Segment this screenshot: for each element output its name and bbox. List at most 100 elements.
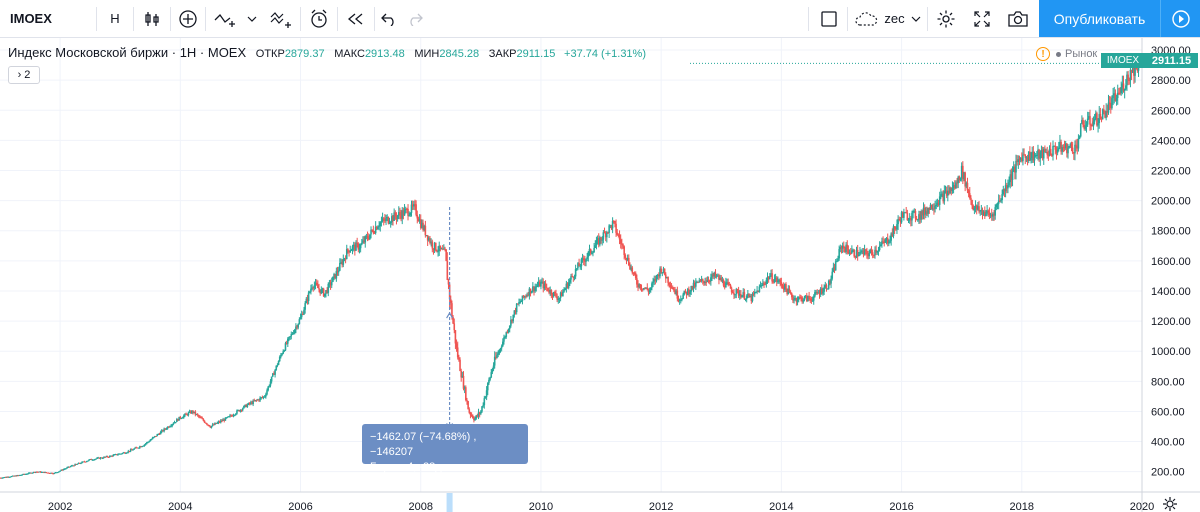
y-tick-label: 2400.00 (1151, 135, 1191, 147)
undo-button[interactable] (376, 0, 402, 37)
candle-body (758, 286, 761, 293)
candle-body (1010, 174, 1013, 180)
candle-body (786, 289, 788, 295)
cloud-save-button[interactable]: zec (850, 0, 925, 37)
candle-body (1007, 185, 1009, 189)
candle-body (748, 293, 750, 298)
candle-body (164, 428, 167, 430)
candle-body (646, 287, 649, 290)
candle-body (355, 242, 357, 251)
low-value: 2845.28 (439, 48, 480, 60)
candle-body (141, 446, 143, 448)
interval-button[interactable]: Н (98, 0, 132, 37)
candle-body (566, 283, 569, 288)
candle-body (1057, 147, 1060, 150)
candle-body (743, 292, 746, 300)
candle-body (812, 296, 815, 301)
settings-button[interactable] (929, 0, 963, 37)
legend-collapse-button[interactable]: › 2 (8, 66, 40, 84)
candle-body (910, 218, 912, 221)
price-chart[interactable]: 200.00 400.00 600.00 800.00 1000.00 1200.00 14… (0, 38, 1200, 512)
candle-body (127, 450, 130, 453)
candle-body (588, 248, 591, 252)
candle-body (228, 416, 230, 418)
candle-body (481, 406, 483, 412)
market-status[interactable]: ! Рынок (1036, 47, 1097, 61)
candle-body (1056, 149, 1059, 153)
compare-button[interactable] (172, 0, 204, 37)
candle-body (52, 473, 54, 475)
candle-body (465, 387, 467, 401)
candle-body (912, 211, 914, 213)
candle-body (236, 410, 238, 414)
candle-body (1039, 152, 1042, 159)
candle-body (1046, 152, 1049, 155)
chart-style-button[interactable] (135, 0, 169, 37)
y-tick-label: 1000.00 (1151, 346, 1191, 358)
candle-body (293, 329, 296, 334)
redo-button[interactable] (402, 0, 428, 37)
candle-body (647, 289, 650, 293)
candle-body (439, 245, 442, 249)
candle-body (796, 300, 799, 302)
snapshot-button[interactable] (1001, 0, 1035, 37)
candle-body (392, 216, 394, 221)
candle-body (470, 414, 473, 416)
candle-body (664, 274, 667, 279)
candle-body (213, 424, 215, 426)
candle-body (276, 364, 279, 366)
candle-body (444, 248, 446, 250)
candle-body (522, 295, 525, 298)
candle-body (119, 453, 122, 455)
candle-body (1092, 121, 1095, 127)
candle-body (928, 207, 931, 210)
candle-body (356, 242, 358, 244)
candle-body (95, 458, 97, 460)
alert-button[interactable] (302, 0, 336, 37)
x-tick-label: 2004 (168, 501, 192, 512)
candle-body (1040, 149, 1043, 153)
candle-body (84, 461, 87, 463)
candle-body (410, 204, 413, 213)
candle-body (575, 268, 578, 270)
candle-body (710, 277, 712, 282)
templates-button[interactable] (263, 0, 299, 37)
candle-body (245, 404, 248, 408)
candle-body (610, 225, 613, 229)
fullscreen-layout-button[interactable] (812, 0, 846, 37)
replay-button[interactable] (339, 0, 373, 37)
candle-body (423, 225, 426, 230)
candle-body (959, 178, 962, 181)
candle-body (1049, 148, 1052, 155)
toolbar-separator (847, 7, 848, 31)
candle-body (126, 452, 128, 454)
fullscreen-button[interactable] (965, 0, 999, 37)
candle-body (596, 238, 599, 241)
indicators-dropdown[interactable] (243, 0, 261, 37)
candle-body (216, 422, 219, 424)
indicators-button[interactable] (207, 0, 243, 37)
candle-body (477, 412, 480, 417)
candle-body (883, 241, 886, 243)
candle-body (753, 292, 756, 295)
candle-body (296, 326, 298, 328)
candle-body (1062, 146, 1065, 148)
top-toolbar: IMOEX Н zec (0, 0, 1200, 38)
candle-body (670, 287, 673, 289)
candle-body (411, 204, 414, 207)
publish-play-button[interactable] (1160, 0, 1200, 37)
candle-body (688, 289, 690, 295)
publish-button[interactable]: Опубликовать (1039, 0, 1160, 37)
candle-body (1017, 159, 1020, 163)
symbol-search-button[interactable]: IMOEX (0, 0, 96, 37)
candle-body (302, 313, 304, 315)
candle-body (347, 248, 349, 251)
candle-body (927, 207, 929, 214)
candle-body (96, 457, 98, 459)
candle-body (667, 277, 669, 283)
candle-body (120, 453, 123, 455)
candle-body (171, 424, 174, 426)
camera-icon (1008, 10, 1028, 27)
candle-body (486, 383, 489, 391)
candle-body (121, 452, 124, 454)
